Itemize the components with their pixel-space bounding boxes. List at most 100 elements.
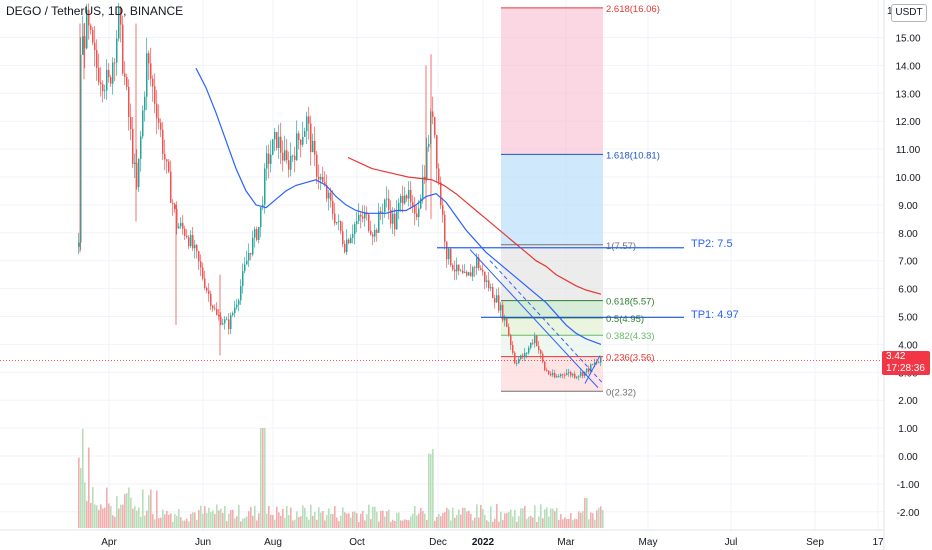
volume-bar [312,515,314,528]
candle-body [296,133,298,161]
candle-body [118,7,120,39]
candle-body [408,189,410,199]
volume-bar [380,510,382,528]
candle-body [134,162,136,164]
volume-bar [588,519,590,528]
volume-bar [602,510,604,528]
candle-body [426,146,428,180]
candle-body [374,229,376,237]
volume-bar [594,519,596,528]
volume-bar [244,517,246,528]
volume-bar [106,487,108,528]
volume-bar [166,510,168,528]
candle-body [304,131,306,137]
candle-body [458,264,460,271]
volume-bar [146,510,148,528]
volume-bar [152,514,154,528]
candle-body [394,213,396,230]
candle-body [204,278,206,288]
volume-bar [494,518,496,528]
candle-body [572,373,574,376]
volume-bar [142,489,144,528]
candle-body [246,260,248,265]
tp2-label[interactable]: TP2: 7.5 [691,238,733,250]
candle-body [224,319,226,324]
volume-bar [370,518,372,528]
ma-slow-line [347,156,602,295]
volume-bar [304,507,306,528]
y-tick-label: 10.00 [895,173,920,184]
volume-bar [318,507,320,528]
volume-bar [314,511,316,528]
volume-bar [412,513,414,528]
candle-body [478,257,480,269]
candle-body [328,192,330,199]
volume-bar [550,508,552,528]
candle-body [132,128,134,164]
candle-body [442,205,444,215]
volume-bar [170,513,172,528]
volume-bar [482,508,484,528]
volume-bar [400,520,402,528]
candle-body [196,244,198,252]
volume-bar [226,521,228,528]
candle-body [446,241,448,260]
volume-bar [236,516,238,528]
candle-body [476,257,478,269]
candle-body [180,222,182,227]
candle-body [470,272,472,277]
candle-body [570,372,572,376]
volume-bar [464,507,466,528]
volume-bar [560,514,562,528]
candle-body [500,304,502,311]
volume-bar [308,519,310,528]
fibonacci-extension[interactable]: 2.618(16.06) 1.618(10.81) 1(7.57) 0.618(5.5… [501,4,660,398]
trend-drawings[interactable] [0,247,884,388]
volume-bar [274,519,276,528]
volume-bar [114,516,116,528]
volume-bar [248,511,250,528]
volume-bar [526,518,528,528]
candle-body [234,307,236,314]
volume-bar [414,505,416,528]
candle-body [350,237,352,244]
price-candles [78,2,602,381]
volume-bar [504,513,506,528]
candle-body [84,36,86,49]
candle-body [534,335,536,344]
candle-body [88,9,90,26]
candle-body [368,214,370,231]
tp1-label[interactable]: TP1: 4.97 [691,309,739,321]
candle-body [140,136,142,159]
candle-body [556,376,558,378]
candle-body [398,202,400,212]
candle-body [124,73,126,77]
candle-body [320,176,322,180]
currency-badge[interactable]: USDT [891,4,927,22]
candle-body [598,362,600,364]
candle-body [330,192,332,201]
candle-body [90,25,92,30]
volume-bar [364,520,366,528]
volume-bar [160,517,162,528]
candle-body [452,265,454,270]
candle-body [192,234,194,249]
volume-bar [162,509,164,528]
candle-body [464,271,466,274]
volume-bar [340,515,342,528]
candle-body [516,362,518,364]
volume-bar [450,520,452,528]
candle-body [166,159,168,162]
y-tick-label: 1.00 [898,424,918,435]
volume-bar [576,519,578,528]
volume-bar [98,510,100,528]
symbol-title[interactable]: DEGO / TetherUS, 1D, BINANCE [6,4,184,18]
fib-level-label: 0.5(4.95) [606,314,644,325]
candle-body [184,228,186,236]
volume-bar [80,468,82,528]
volume-bar [246,516,248,528]
candle-body [214,308,216,310]
x-tick-label: Dec [429,537,447,548]
volume-bar [530,515,532,528]
